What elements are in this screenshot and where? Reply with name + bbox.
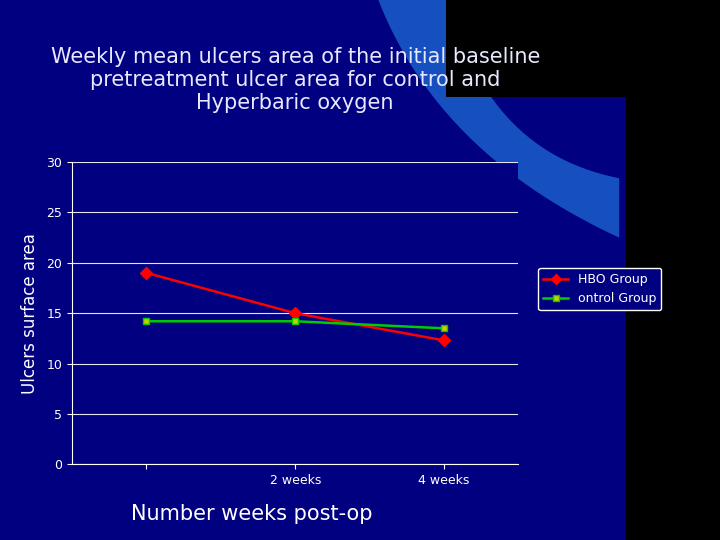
- Text: Weekly mean ulcers area of the initial baseline
pretreatment ulcer area for cont: Weekly mean ulcers area of the initial b…: [50, 47, 540, 113]
- Bar: [626, 0, 720, 540]
- Text: Number weeks post-op: Number weeks post-op: [131, 504, 373, 524]
- Legend: HBO Group, ontrol Group: HBO Group, ontrol Group: [538, 268, 662, 310]
- Polygon shape: [374, 0, 619, 238]
- Y-axis label: Ulcers surface area: Ulcers surface area: [22, 233, 40, 394]
- Bar: [446, 0, 720, 97]
